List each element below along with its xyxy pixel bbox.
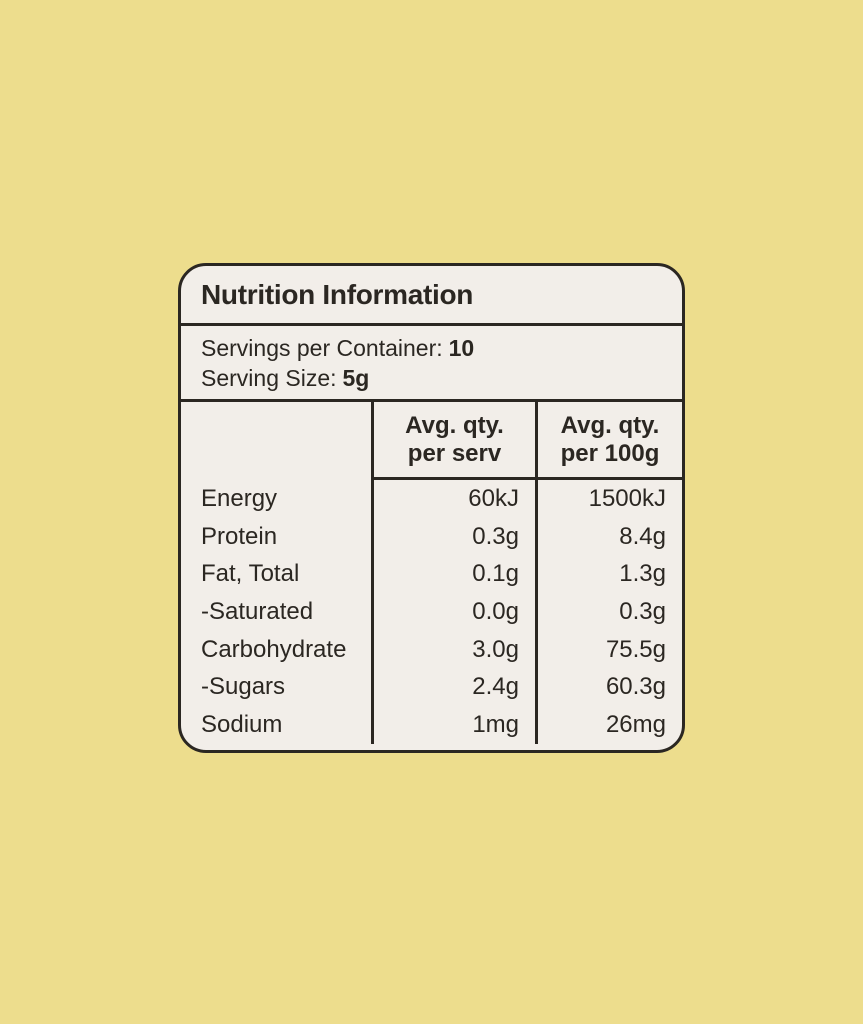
nutrition-panel: Nutrition Information Servings per Conta…	[178, 263, 685, 753]
row-label: Sodium	[201, 711, 283, 739]
panel-title-section: Nutrition Information	[181, 266, 682, 326]
row-per-serv: 0.1g	[371, 555, 535, 594]
row-per-100g: 26mg	[535, 706, 682, 744]
row-per-serv: 3.0g	[371, 630, 535, 669]
row-label: Carbohydrate	[201, 635, 347, 663]
row-per-serv: 60kJ	[371, 480, 535, 518]
header-per-serv: Avg. qty. per serv	[371, 402, 535, 480]
row-per-serv: 0.3g	[371, 517, 535, 556]
serving-size-label: Serving Size:	[201, 365, 337, 391]
servings-per-container-line: Servings per Container: 10	[201, 333, 662, 363]
row-per-100g: 8.4g	[535, 517, 682, 556]
servings-section: Servings per Container: 10 Serving Size: 5…	[181, 326, 682, 402]
servings-per-container-value: 10	[448, 335, 475, 361]
row-label: Fat, Total	[201, 560, 300, 588]
nutrition-table: Avg. qty. per serv Avg. qty. per 100g En…	[181, 402, 682, 750]
row-per-serv: 0.0g	[371, 593, 535, 631]
table-header-row: Avg. qty. per serv Avg. qty. per 100g	[181, 402, 682, 480]
row-per-serv: 1mg	[371, 706, 535, 744]
row-per-100g: 1500kJ	[535, 480, 682, 518]
row-label: -Saturated	[201, 597, 314, 625]
serving-size-line: Serving Size: 5g	[201, 363, 662, 393]
header-per-serv-line1: Avg. qty.	[405, 411, 504, 439]
row-label: -Sugars	[201, 673, 286, 701]
header-nutrient-empty	[181, 402, 371, 480]
header-per-100g: Avg. qty. per 100g	[535, 402, 682, 480]
table-body: Energy 60kJ 1500kJ Protein 0.3g 8.4g Fat…	[181, 480, 682, 750]
row-per-100g: 75.5g	[535, 630, 682, 669]
row-per-serv: 2.4g	[371, 668, 535, 707]
servings-per-container-label: Servings per Container:	[201, 335, 443, 361]
row-per-100g: 0.3g	[535, 593, 682, 631]
serving-size-value: 5g	[342, 365, 370, 391]
header-per-serv-line2: per serv	[407, 439, 502, 467]
row-per-100g: 60.3g	[535, 668, 682, 707]
row-per-100g: 1.3g	[535, 555, 682, 594]
header-per-100g-line1: Avg. qty.	[560, 411, 660, 439]
row-label: Protein	[201, 522, 278, 550]
row-label: Energy	[201, 484, 278, 512]
header-per-100g-line2: per 100g	[560, 439, 660, 467]
panel-title: Nutrition Information	[201, 278, 474, 310]
